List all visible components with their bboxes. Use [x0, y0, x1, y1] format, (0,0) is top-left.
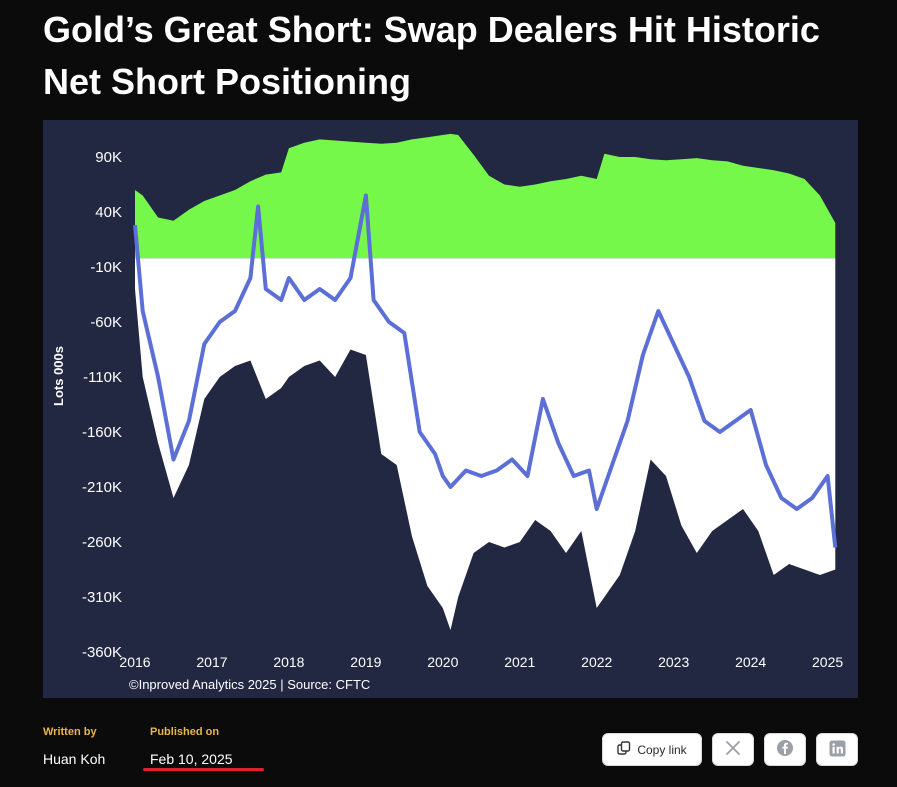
x-tick-label: 2019 — [350, 654, 381, 670]
chart-container: 90K 40K -10K -60K -110K -160K -210K -260K -310K -… — [43, 120, 858, 698]
y-tick-label: -110K — [83, 369, 122, 386]
linkedin-icon — [829, 740, 846, 760]
x-tick-label: 2016 — [119, 654, 150, 670]
y-tick-label: -310K — [82, 589, 122, 606]
copy-icon — [617, 741, 631, 758]
share-x-button[interactable] — [712, 733, 754, 766]
y-axis-ticks: 90K 40K -10K -60K -110K -160K -210K -260K -310K -… — [82, 149, 122, 661]
published-date: Feb 10, 2025 — [150, 751, 233, 767]
series-longs-area — [135, 133, 836, 259]
author-block: Written by Huan Koh — [43, 726, 105, 767]
written-by-label: Written by — [43, 726, 97, 738]
x-axis-ticks: 2016 2017 2018 2019 2020 2021 2022 2023 2024 2025 — [119, 654, 843, 670]
share-linkedin-button[interactable] — [816, 733, 858, 766]
chart-source: ©Inproved Analytics 2025 | Source: CFTC — [129, 677, 370, 692]
series-net-position-line — [133, 193, 838, 548]
y-tick-label: -60K — [90, 314, 122, 331]
series-shorts-area — [135, 258, 836, 630]
y-tick-label: -210K — [82, 479, 122, 496]
chart-svg: 90K 40K -10K -60K -110K -160K -210K -260K -310K -… — [51, 133, 843, 692]
y-axis-label: Lots 000s — [51, 346, 66, 406]
x-icon — [725, 740, 741, 759]
y-tick-label: -360K — [82, 644, 122, 661]
x-tick-label: 2024 — [735, 654, 766, 670]
x-tick-label: 2023 — [658, 654, 689, 670]
date-underline — [143, 768, 264, 771]
x-tick-label: 2018 — [273, 654, 304, 670]
chart-areas — [133, 133, 838, 630]
x-tick-label: 2020 — [427, 654, 458, 670]
article-title: Gold’s Great Short: Swap Dealers Hit His… — [43, 9, 820, 102]
facebook-icon — [776, 739, 794, 760]
x-tick-label: 2022 — [581, 654, 612, 670]
y-tick-label: -160K — [82, 424, 122, 441]
copy-link-button[interactable]: Copy link — [602, 733, 702, 766]
published-label: Published on — [150, 726, 220, 738]
copy-link-label: Copy link — [637, 742, 687, 757]
x-tick-label: 2025 — [812, 654, 843, 670]
author-name[interactable]: Huan Koh — [43, 751, 106, 767]
y-tick-label: -260K — [82, 534, 122, 551]
x-tick-label: 2017 — [196, 654, 227, 670]
y-tick-label: 40K — [95, 204, 122, 221]
x-tick-label: 2021 — [504, 654, 535, 670]
y-tick-label: 90K — [95, 149, 122, 166]
share-facebook-button[interactable] — [764, 733, 806, 766]
date-block: Published on Feb 10, 2025 — [150, 726, 233, 767]
y-tick-label: -10K — [90, 259, 122, 276]
